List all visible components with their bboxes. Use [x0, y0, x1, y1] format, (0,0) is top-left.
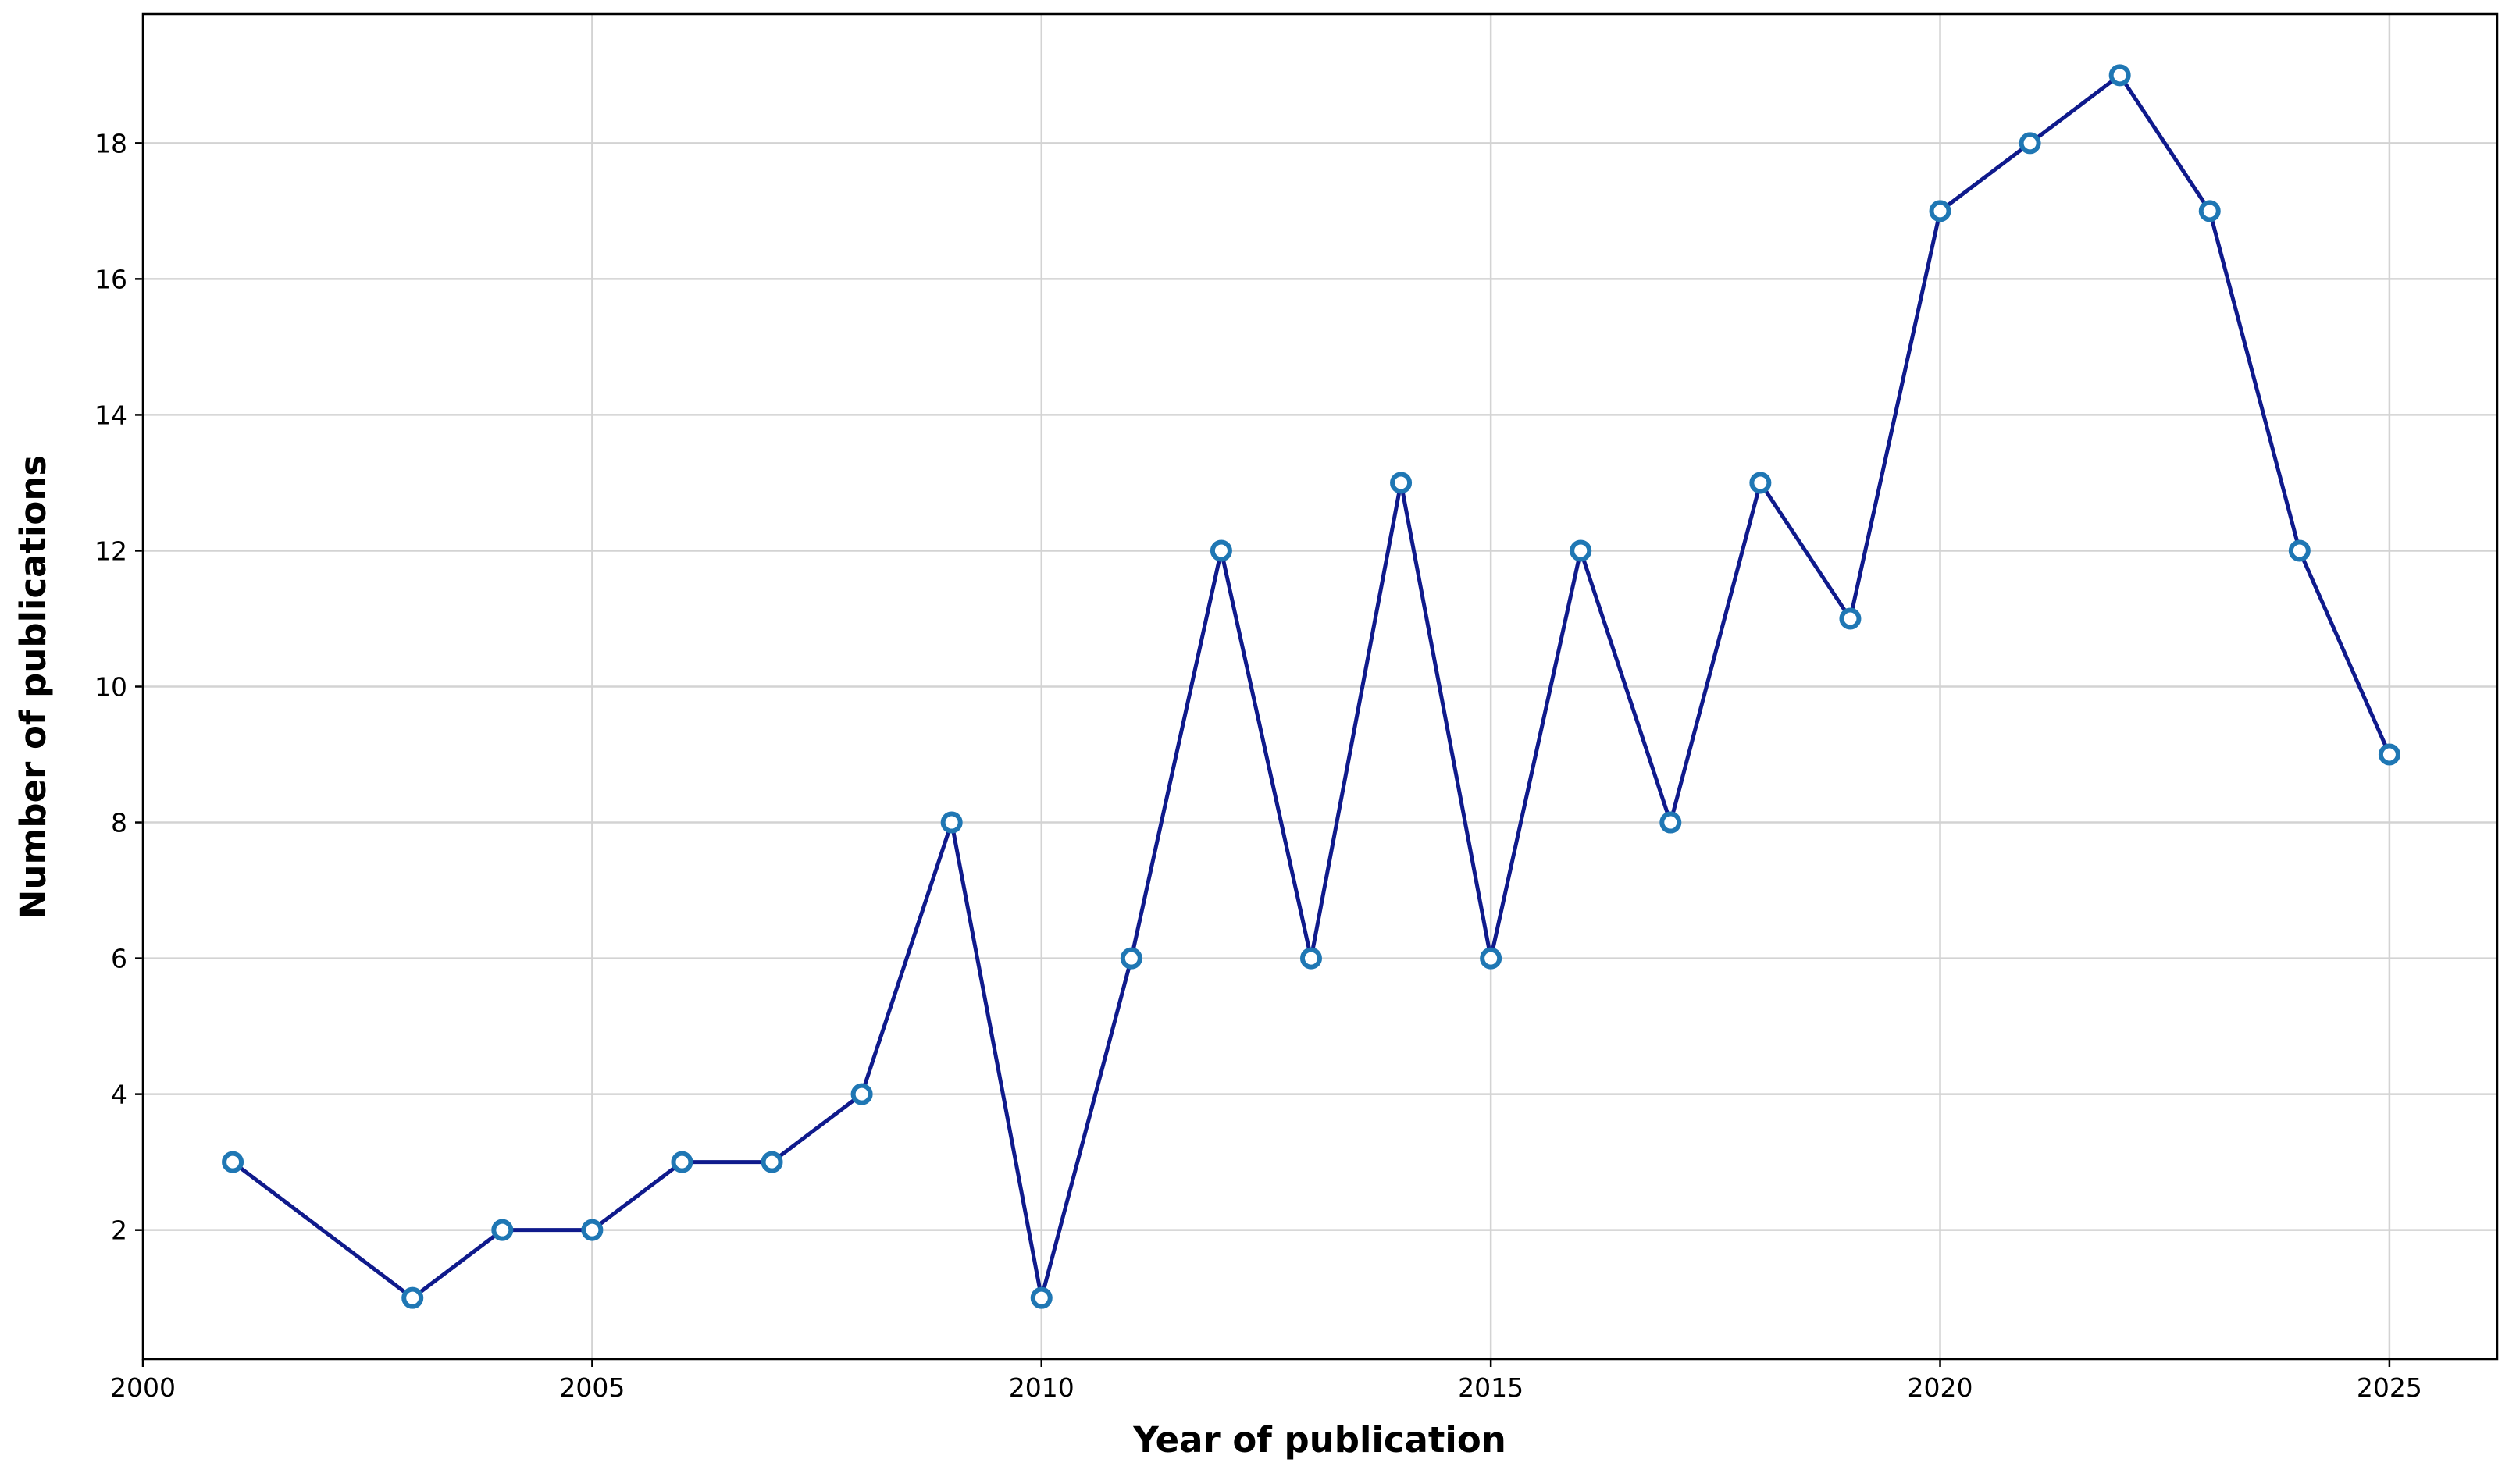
data-point [1120, 947, 1142, 970]
plot-frame [141, 12, 2499, 1361]
x-tick-label: 2000 [110, 1372, 176, 1403]
y-tick-label: 14 [94, 400, 127, 430]
y-tick-label: 4 [111, 1080, 127, 1110]
data-point [1390, 472, 1413, 494]
y-tick-label: 16 [94, 264, 127, 294]
data-point [2378, 743, 2400, 766]
data-point [1749, 472, 1772, 494]
data-point [761, 1151, 783, 1173]
data-point [1570, 539, 1592, 562]
x-tick-label: 2020 [1908, 1372, 1973, 1403]
x-tick-label: 2025 [2357, 1372, 2422, 1403]
data-point [581, 1219, 604, 1241]
data-point [1210, 539, 1232, 562]
x-tick-label: 2015 [1458, 1372, 1523, 1403]
data-point [1480, 947, 1502, 970]
data-point [1659, 811, 1682, 834]
data-point [850, 1083, 873, 1105]
y-tick-label: 6 [111, 944, 127, 974]
x-tick-label: 2010 [1009, 1372, 1074, 1403]
data-point [940, 811, 963, 834]
x-axis-label: Year of publication [1132, 1419, 1506, 1461]
data-point [401, 1286, 424, 1309]
data-point [491, 1219, 514, 1241]
data-point [2108, 64, 2131, 87]
x-tick-label: 2005 [559, 1372, 625, 1403]
data-point [1030, 1286, 1053, 1309]
data-point [671, 1151, 693, 1173]
data-point [2198, 200, 2221, 222]
y-tick-label: 10 [94, 672, 127, 703]
y-tick-label: 12 [94, 536, 127, 566]
data-line [231, 73, 2392, 1301]
data-point [1839, 607, 1862, 630]
data-point [2288, 539, 2311, 562]
data-point [2019, 132, 2041, 155]
y-tick-label: 18 [94, 128, 127, 158]
y-axis-label: Number of publications [12, 455, 54, 919]
y-tick-label: 2 [111, 1215, 127, 1246]
y-tick-label: 8 [111, 808, 127, 838]
data-point [222, 1151, 244, 1173]
data-point [1299, 947, 1322, 970]
data-point [1929, 200, 1951, 222]
